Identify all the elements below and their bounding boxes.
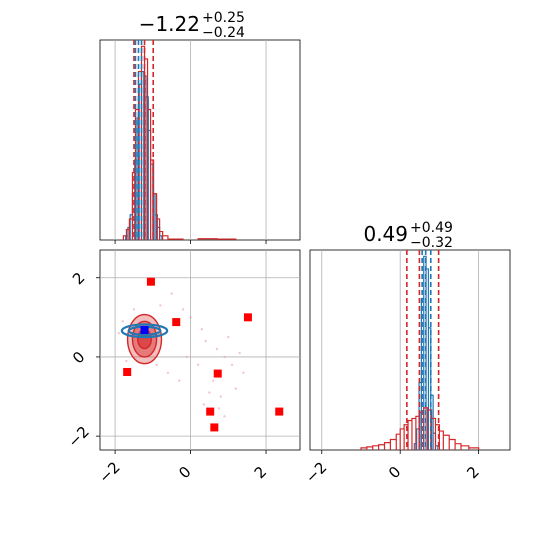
sample-point xyxy=(227,335,230,339)
truth-marker xyxy=(140,326,149,334)
sample-point xyxy=(223,415,226,418)
y-tick-label: 2 xyxy=(69,269,88,288)
sample-point xyxy=(212,379,215,382)
sample-point xyxy=(132,308,136,311)
sample-point xyxy=(178,379,181,382)
marginal-panel-1-grid xyxy=(114,40,267,240)
marginal-panel-2-title: 0.49 +0.49 −0.32 xyxy=(363,220,452,251)
red-square-marker xyxy=(123,367,132,376)
red-square-marker xyxy=(275,407,284,416)
marginal-panel-1-histograms xyxy=(122,45,237,240)
sample-point xyxy=(185,355,188,359)
joint-panel-frame xyxy=(99,249,301,451)
joint-panel-grid xyxy=(100,250,300,450)
sample-point xyxy=(208,391,211,394)
title-1-plus: +0.25 xyxy=(202,10,245,26)
sample-point xyxy=(196,363,200,367)
joint-panel-faint-points xyxy=(117,292,245,418)
x-tick-label: 2 xyxy=(251,463,270,482)
x-tick-label: 0 xyxy=(175,463,194,482)
joint-panel-ticks: −2 0 2 −2 0 2 xyxy=(65,269,271,487)
y-tick-label: 0 xyxy=(69,348,88,367)
marginal-panel-2-frame xyxy=(309,249,511,451)
red-square-marker xyxy=(172,318,181,327)
title-2-plus: +0.49 xyxy=(410,220,453,236)
blue-contour-1 xyxy=(120,323,169,339)
joint-panel-red-contours xyxy=(126,313,163,365)
sample-point xyxy=(181,308,185,311)
red-square-marker xyxy=(210,423,219,432)
sample-point xyxy=(125,359,128,363)
marginal-panel-1: −1.22 +0.25 −0.24 xyxy=(99,10,301,244)
red-square-marker xyxy=(213,369,222,378)
sample-point xyxy=(159,304,162,307)
sample-point xyxy=(219,395,222,398)
sample-point xyxy=(202,403,205,406)
marginal-panel-1-frame xyxy=(99,39,301,241)
marginal-panel-2-grid xyxy=(321,250,480,450)
sample-point xyxy=(121,320,124,323)
title-2-value: 0.49 xyxy=(363,222,408,246)
joint-panel: −2 0 2 −2 0 2 xyxy=(65,249,301,487)
title-1-value: −1.22 xyxy=(139,12,200,36)
sample-point xyxy=(234,387,238,390)
x-tick-label: 2 xyxy=(463,463,482,482)
y-tick-label: −2 xyxy=(65,423,93,451)
red-square-marker xyxy=(206,407,215,416)
joint-panel-red-squares xyxy=(123,277,284,432)
sample-point xyxy=(155,363,158,367)
sample-point xyxy=(230,363,234,367)
marginal-panel-2: −2 0 2 0.49 +0.49 −0.32 xyxy=(302,220,511,487)
marginal-panel-1-ticks xyxy=(114,240,267,244)
sample-point xyxy=(166,371,170,374)
sample-point xyxy=(170,292,173,295)
sample-point xyxy=(238,351,241,355)
marginal-panel-2-ticks: −2 0 2 xyxy=(302,450,483,487)
sample-point xyxy=(223,355,226,359)
joint-panel-blue-contours xyxy=(120,323,169,339)
sample-point xyxy=(215,347,219,351)
sample-point xyxy=(189,316,192,319)
marginal-panel-2-quantile-lines xyxy=(406,250,440,450)
sample-point xyxy=(217,407,221,410)
red-square-marker xyxy=(146,277,155,286)
x-tick-label: −2 xyxy=(95,458,123,486)
red-square-marker xyxy=(243,313,252,322)
x-tick-label: −2 xyxy=(302,458,330,486)
marginal-panel-1-title: −1.22 +0.25 −0.24 xyxy=(139,10,245,41)
x-tick-label: 0 xyxy=(385,463,404,482)
sample-point xyxy=(204,339,207,343)
title-1-minus: −0.24 xyxy=(202,25,245,41)
title-2-minus: −0.32 xyxy=(410,235,453,251)
sample-point xyxy=(117,331,121,335)
marginal-panel-1-quantile-lines xyxy=(133,40,155,240)
histogram-series-2 xyxy=(122,45,237,240)
sample-point xyxy=(200,328,204,331)
sample-point xyxy=(242,371,245,374)
